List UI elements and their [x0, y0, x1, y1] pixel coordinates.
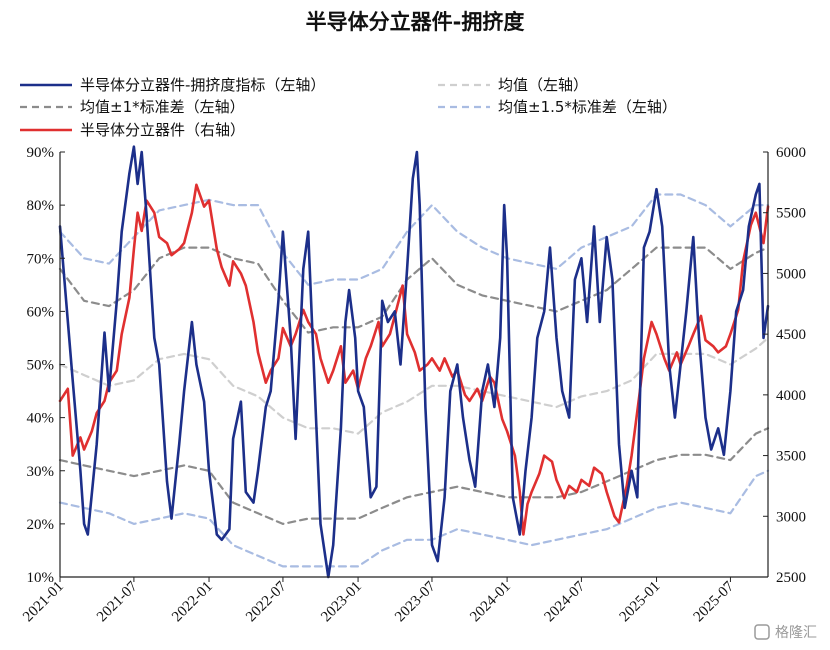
y-left-tick-label: 50% [27, 358, 55, 374]
x-tick-label: 2022-01 [169, 579, 216, 626]
y-left-tick-label: 70% [27, 251, 55, 267]
legend-label-std15: 均值±1.5*标准差（左轴） [498, 98, 677, 116]
y-right-tick-label: 4000 [776, 388, 806, 404]
series-line-std1-2 [58, 246, 770, 334]
series-line-price-6 [58, 183, 770, 536]
legend-label-price: 半导体分立器件（右轴） [80, 121, 245, 139]
series-line-std1-3 [58, 427, 770, 525]
watermark: 格隆汇 [775, 625, 817, 641]
y-left-tick-label: 10% [27, 570, 55, 586]
series-layer [58, 145, 770, 579]
y-right-tick-label: 6000 [776, 145, 806, 161]
x-tick-label: 2022-07 [243, 578, 290, 625]
y-left-tick-label: 80% [27, 198, 55, 214]
x-tick-label: 2021-07 [94, 578, 141, 625]
x-tick-label: 2023-07 [392, 578, 439, 625]
y-right-tick-label: 5000 [776, 266, 806, 282]
y-left-tick-label: 20% [27, 517, 55, 533]
legend-label-mean: 均值（左轴） [498, 76, 588, 94]
x-tick-label: 2024-01 [467, 579, 514, 626]
series-line-mean-1 [58, 336, 770, 435]
x-tick-label: 2025-07 [691, 578, 738, 625]
series-line-crowding-0 [58, 145, 770, 579]
y-right-tick-label: 4500 [776, 327, 806, 343]
y-right-tick-label: 5500 [776, 206, 806, 222]
watermark-logo-icon [754, 624, 770, 640]
y-right-tick-label: 3500 [776, 449, 806, 465]
x-tick-label: 2025-01 [617, 579, 664, 626]
y-left-tick-label: 90% [27, 145, 55, 161]
y-left-tick-label: 30% [27, 464, 55, 480]
x-tick-label: 2024-07 [542, 578, 589, 625]
y-left-tick-label: 60% [27, 304, 55, 320]
y-right-tick-label: 2500 [776, 570, 806, 586]
x-tick-label: 2023-01 [318, 579, 365, 626]
legend: 半导体分立器件-拥挤度指标（左轴） 均值（左轴） 均值±1*标准差（左轴） 均值±1.… [20, 76, 677, 139]
chart-title: 半导体分立器件-拥挤度 [305, 10, 525, 34]
legend-label-std1: 均值±1*标准差（左轴） [80, 98, 245, 116]
series-line-std15-5 [58, 469, 770, 568]
y-left-tick-label: 40% [27, 411, 55, 427]
y-right-tick-label: 3000 [776, 509, 806, 525]
legend-label-crowding: 半导体分立器件-拥挤度指标（左轴） [80, 76, 325, 94]
